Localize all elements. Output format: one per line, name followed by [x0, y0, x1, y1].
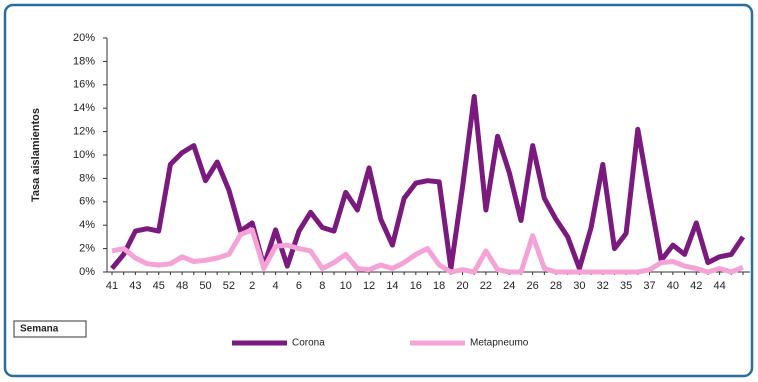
x-tick-label: 22 [480, 280, 492, 292]
x-tick-label: 50 [199, 280, 211, 292]
x-tick-label: 32 [597, 280, 609, 292]
y-tick-label: 20% [73, 32, 95, 44]
x-tick-label: 28 [550, 280, 562, 292]
y-tick-label: 0% [79, 266, 95, 278]
x-tick-label: 35 [620, 280, 632, 292]
x-tick-label: 20 [456, 280, 468, 292]
y-tick-label: 18% [73, 55, 95, 67]
x-axis-label: Semana [20, 324, 59, 335]
legend-label: Corona [292, 338, 325, 349]
x-tick-label: 40 [667, 280, 679, 292]
x-tick-label: 8 [319, 280, 325, 292]
x-tick-label: 44 [714, 280, 726, 292]
x-tick-label: 14 [386, 280, 398, 292]
frame [3, 3, 754, 378]
x-tick-label: 16 [410, 280, 422, 292]
y-tick-label: 8% [79, 172, 95, 184]
x-tick-label: 48 [176, 280, 188, 292]
y-tick-label: 16% [73, 79, 95, 91]
x-tick-label: 2 [249, 280, 255, 292]
x-tick-label: 26 [527, 280, 539, 292]
y-tick-label: 4% [79, 219, 95, 231]
x-tick-label: 45 [153, 280, 165, 292]
x-tick-label: 37 [643, 280, 655, 292]
x-tick-label: 18 [433, 280, 445, 292]
x-tick-label: 24 [503, 280, 515, 292]
x-tick-label: 12 [363, 280, 375, 292]
y-tick-label: 14% [73, 102, 95, 114]
y-tick-label: 6% [79, 196, 95, 208]
x-tick-label: 4 [273, 280, 279, 292]
series-line [111, 227, 744, 275]
y-tick-label: 12% [73, 126, 95, 138]
y-tick-label: 10% [73, 149, 95, 161]
x-tick-label: 6 [296, 280, 302, 292]
x-tick-label: 42 [690, 280, 702, 292]
x-tick-label: 10 [340, 280, 352, 292]
x-tick-label: 30 [573, 280, 585, 292]
x-tick-label: 41 [106, 280, 118, 292]
legend-label: Metapneumo [470, 338, 529, 349]
x-tick-label: 43 [129, 280, 141, 292]
x-tick-label: 52 [223, 280, 235, 292]
x-label-box [13, 320, 87, 338]
y-axis-label: Tasa aislamientos [30, 108, 42, 202]
series-line [110, 94, 746, 271]
y-tick-label: 2% [79, 243, 95, 255]
